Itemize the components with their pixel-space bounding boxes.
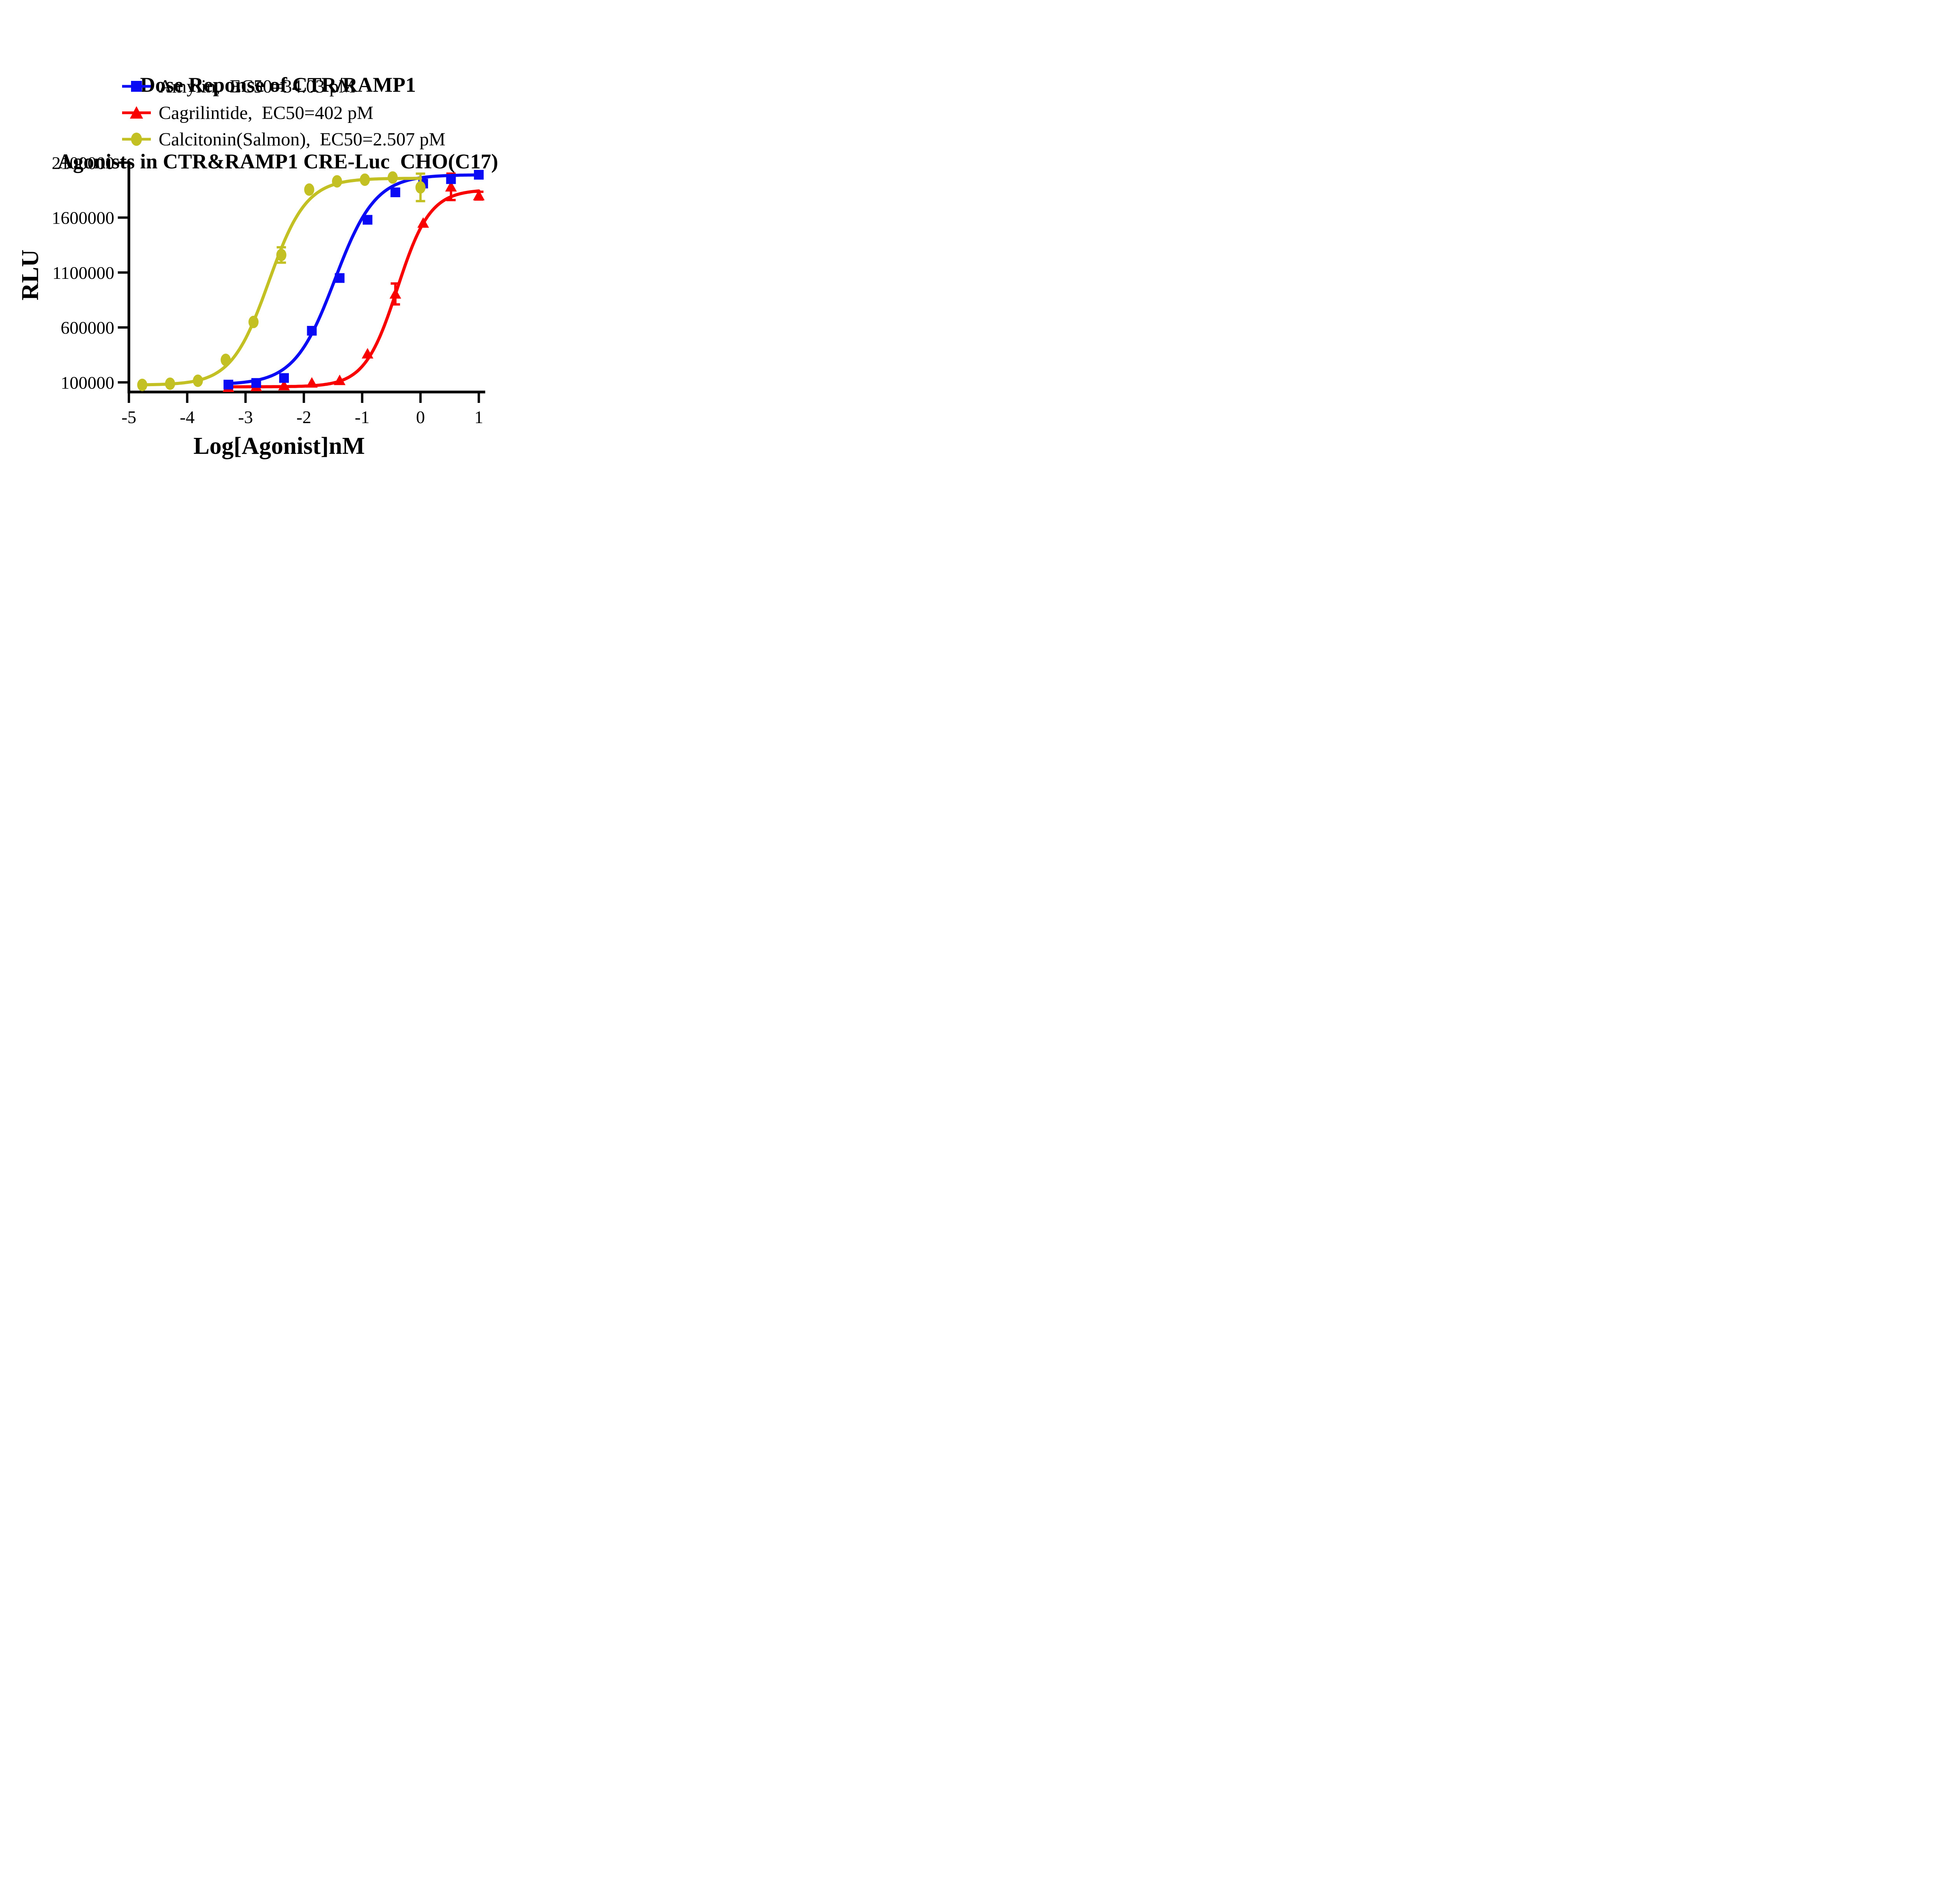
triangle-marker-icon: [389, 288, 401, 299]
circle-marker-icon: [165, 377, 175, 390]
series-Amylin: [223, 170, 484, 390]
circle-marker-icon: [248, 315, 259, 328]
legend-item-1: Amylin, EC50=34.03 pM: [121, 76, 446, 97]
circle-marker-icon: [137, 378, 147, 391]
legend-label: Cagrilintide, EC50=402 pM: [159, 102, 374, 123]
circle-marker-icon: [360, 173, 370, 186]
square-marker-icon: [251, 378, 261, 388]
x-tick-label: -2: [296, 407, 311, 427]
square-marker-icon: [362, 215, 372, 225]
circle-marker-icon: [332, 175, 342, 188]
square-marker-icon: [390, 187, 400, 198]
circle-marker-icon: [415, 181, 426, 194]
circle-legend-marker-icon: [122, 133, 151, 146]
square-marker-icon: [307, 326, 317, 336]
legend-item-3: Calcitonin(Salmon), EC50=2.507 pM: [121, 129, 446, 150]
y-tick-label: 600000: [61, 318, 114, 338]
legend-label: Calcitonin(Salmon), EC50=2.507 pM: [159, 129, 446, 150]
chart-title-line2: Agonists in CTR&RAMP1 CRE-Luc CHO(C17): [58, 150, 498, 173]
circle-marker-icon: [304, 183, 315, 196]
x-tick-label: 1: [474, 407, 483, 427]
chart-title-line1: Dose Reponse of CTR/RAMP1: [140, 73, 416, 96]
square-marker-icon: [335, 273, 345, 283]
axes: -5 -4 -3 -2 -1 0 11000006000001100000160000021…: [52, 153, 485, 427]
circle-marker-icon: [192, 374, 203, 387]
legend-item-2: Cagrilintide, EC50=402 pM: [121, 102, 446, 123]
circle-marker-icon: [220, 354, 231, 366]
triangle-marker-icon: [306, 377, 318, 388]
circle-marker-icon: [387, 171, 398, 184]
triangle-marker-icon: [473, 190, 485, 201]
fit-curve: [227, 173, 481, 385]
x-axis-label: Log[Agonist]nM: [193, 433, 365, 459]
y-tick-label: 100000: [61, 373, 114, 392]
square-marker-icon: [279, 373, 289, 383]
chart-title: Dose Reponse of CTR/RAMP1 Agonists in CT…: [0, 21, 556, 226]
series-Cagrilintide: [222, 172, 485, 392]
x-tick-label: -1: [355, 407, 369, 427]
triangle-marker-icon: [445, 181, 457, 192]
y-tick-label: 1600000: [52, 208, 114, 228]
circle-marker-icon: [276, 248, 287, 261]
y-tick-label: 2100000: [52, 153, 114, 173]
x-tick-label: -4: [180, 407, 194, 427]
legend-label: Amylin, EC50=34.03 pM: [159, 76, 355, 97]
y-axis-label: RLU: [17, 249, 44, 301]
x-tick-label: -3: [238, 407, 253, 427]
square-marker-icon: [223, 380, 233, 390]
fit-curve: [227, 189, 481, 388]
dose-response-figure: -5 -4 -3 -2 -1 0 1 100000 600000 1100000 1600000 21…: [0, 0, 559, 476]
triangle-marker-icon: [278, 380, 290, 390]
triangle-marker-icon: [362, 348, 374, 359]
square-legend-marker-icon: [122, 81, 151, 92]
triangle-marker-icon: [334, 374, 346, 385]
legend: Amylin, EC50=34.03 pM Cagrilintide, EC50=…: [121, 76, 446, 157]
series-Calcitonin(Salmon): [137, 171, 426, 391]
y-tick-label: 1100000: [52, 263, 114, 283]
dose-response-plot: -5 -4 -3 -2 -1 0 11000006000001100000160000021…: [52, 153, 485, 427]
triangle-marker-icon: [417, 217, 429, 228]
x-tick-label: -5: [121, 407, 136, 427]
x-tick-label: 0: [416, 407, 425, 427]
triangle-legend-marker-icon: [122, 106, 151, 119]
square-marker-icon: [474, 170, 484, 180]
square-marker-icon: [446, 174, 456, 184]
